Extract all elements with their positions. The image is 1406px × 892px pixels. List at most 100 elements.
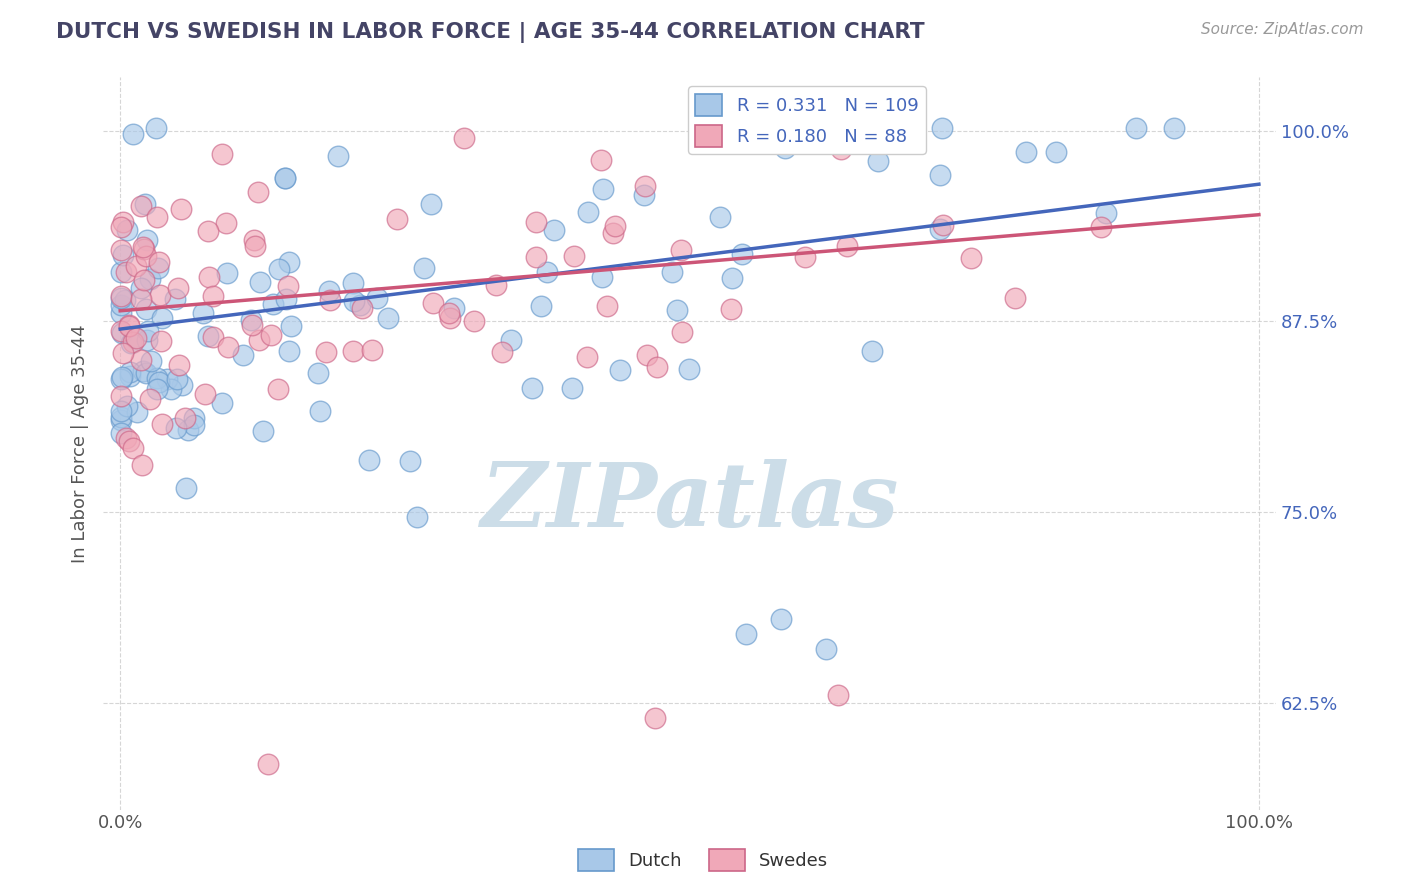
Point bbox=[1045, 145, 1067, 160]
Point bbox=[148, 255, 170, 269]
Point bbox=[1125, 120, 1147, 135]
Point bbox=[131, 458, 153, 472]
Point bbox=[215, 266, 238, 280]
Point bbox=[141, 353, 163, 368]
Point bbox=[136, 334, 159, 348]
Point bbox=[111, 215, 134, 229]
Point bbox=[150, 417, 173, 431]
Point bbox=[576, 205, 599, 219]
Point bbox=[561, 382, 583, 396]
Point bbox=[315, 344, 337, 359]
Point bbox=[177, 423, 200, 437]
Point bbox=[463, 314, 485, 328]
Point bbox=[110, 413, 132, 427]
Point bbox=[115, 265, 138, 279]
Point bbox=[669, 244, 692, 258]
Point bbox=[342, 293, 364, 308]
Point bbox=[120, 335, 142, 350]
Point bbox=[110, 289, 132, 303]
Point bbox=[267, 382, 290, 396]
Point bbox=[110, 389, 132, 403]
Point bbox=[170, 377, 193, 392]
Point bbox=[239, 312, 262, 326]
Point bbox=[183, 417, 205, 432]
Point bbox=[110, 372, 132, 386]
Point bbox=[575, 350, 598, 364]
Point bbox=[277, 278, 299, 293]
Point bbox=[245, 239, 267, 253]
Point bbox=[262, 297, 284, 311]
Point bbox=[129, 353, 152, 368]
Point bbox=[349, 298, 371, 312]
Point bbox=[260, 327, 283, 342]
Point bbox=[352, 301, 374, 316]
Point bbox=[173, 411, 195, 425]
Point bbox=[278, 254, 301, 268]
Point bbox=[167, 359, 190, 373]
Point bbox=[835, 239, 858, 253]
Point bbox=[202, 330, 225, 344]
Point bbox=[110, 324, 132, 338]
Point bbox=[1004, 292, 1026, 306]
Point bbox=[1163, 120, 1185, 135]
Point bbox=[118, 434, 141, 449]
Point bbox=[110, 219, 132, 234]
Point bbox=[592, 181, 614, 195]
Point bbox=[769, 120, 792, 135]
Point bbox=[360, 343, 382, 357]
Point bbox=[385, 211, 408, 226]
Point bbox=[240, 318, 263, 333]
Point bbox=[145, 371, 167, 385]
Point bbox=[280, 319, 302, 334]
Point bbox=[174, 482, 197, 496]
Point bbox=[307, 367, 329, 381]
Point bbox=[132, 240, 155, 254]
Point bbox=[145, 210, 167, 224]
Point bbox=[860, 344, 883, 359]
Point bbox=[165, 420, 187, 434]
Point bbox=[135, 233, 157, 247]
Point bbox=[148, 375, 170, 389]
Point bbox=[485, 278, 508, 293]
Point bbox=[110, 243, 132, 257]
Point bbox=[671, 326, 693, 340]
Point bbox=[139, 271, 162, 285]
Point bbox=[112, 248, 135, 262]
Point bbox=[129, 281, 152, 295]
Point bbox=[127, 405, 149, 419]
Point bbox=[830, 141, 852, 155]
Point bbox=[194, 387, 217, 401]
Text: DUTCH VS SWEDISH IN LABOR FORCE | AGE 35-44 CORRELATION CHART: DUTCH VS SWEDISH IN LABOR FORCE | AGE 35… bbox=[56, 22, 925, 44]
Point bbox=[149, 287, 172, 301]
Point bbox=[138, 392, 160, 407]
Point bbox=[170, 202, 193, 217]
Point bbox=[197, 224, 219, 238]
Point bbox=[115, 431, 138, 445]
Point bbox=[342, 344, 364, 359]
Point bbox=[122, 128, 145, 142]
Point bbox=[125, 259, 148, 273]
Point bbox=[135, 301, 157, 316]
Point bbox=[112, 346, 135, 360]
Point bbox=[1095, 206, 1118, 220]
Point bbox=[931, 120, 953, 135]
Point bbox=[183, 411, 205, 425]
Point bbox=[110, 306, 132, 320]
Point bbox=[491, 345, 513, 359]
Point bbox=[661, 265, 683, 279]
Point bbox=[247, 333, 270, 347]
Point bbox=[274, 292, 297, 306]
Point bbox=[453, 130, 475, 145]
Point bbox=[252, 424, 274, 438]
Point bbox=[634, 179, 657, 194]
Point bbox=[114, 293, 136, 307]
Point bbox=[524, 215, 547, 229]
Point bbox=[135, 366, 157, 380]
Point bbox=[110, 409, 132, 424]
Point bbox=[277, 343, 299, 358]
Point bbox=[146, 260, 169, 275]
Point bbox=[960, 251, 983, 265]
Point bbox=[773, 141, 796, 155]
Point bbox=[406, 510, 429, 524]
Point bbox=[928, 222, 950, 236]
